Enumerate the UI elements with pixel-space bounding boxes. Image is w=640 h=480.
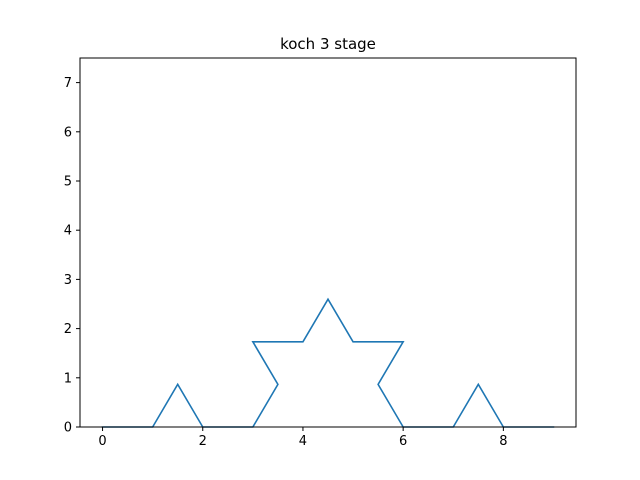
series-line-0 bbox=[101, 297, 555, 428]
y-tick-label: 4 bbox=[64, 224, 72, 239]
x-tick-label: 2 bbox=[199, 434, 207, 449]
y-tick-label: 1 bbox=[64, 371, 72, 386]
x-tick-label: 6 bbox=[399, 434, 407, 449]
y-tick-label: 5 bbox=[64, 175, 72, 190]
y-tick-label: 0 bbox=[64, 421, 72, 436]
y-tick-label: 2 bbox=[64, 322, 72, 337]
y-tick-label: 3 bbox=[64, 273, 72, 288]
axes: 0 2 4 6 8 0 1 2 3 4 5 6 7 bbox=[64, 76, 508, 449]
axes-frame bbox=[79, 57, 577, 428]
y-tick-label: 7 bbox=[64, 76, 72, 91]
x-tick-label: 8 bbox=[499, 434, 507, 449]
y-tick-label: 6 bbox=[64, 125, 72, 140]
plot-area bbox=[101, 297, 555, 428]
x-tick-label: 4 bbox=[299, 434, 307, 449]
x-tick-label: 0 bbox=[98, 434, 106, 449]
chart-title: koch 3 stage bbox=[280, 35, 376, 53]
